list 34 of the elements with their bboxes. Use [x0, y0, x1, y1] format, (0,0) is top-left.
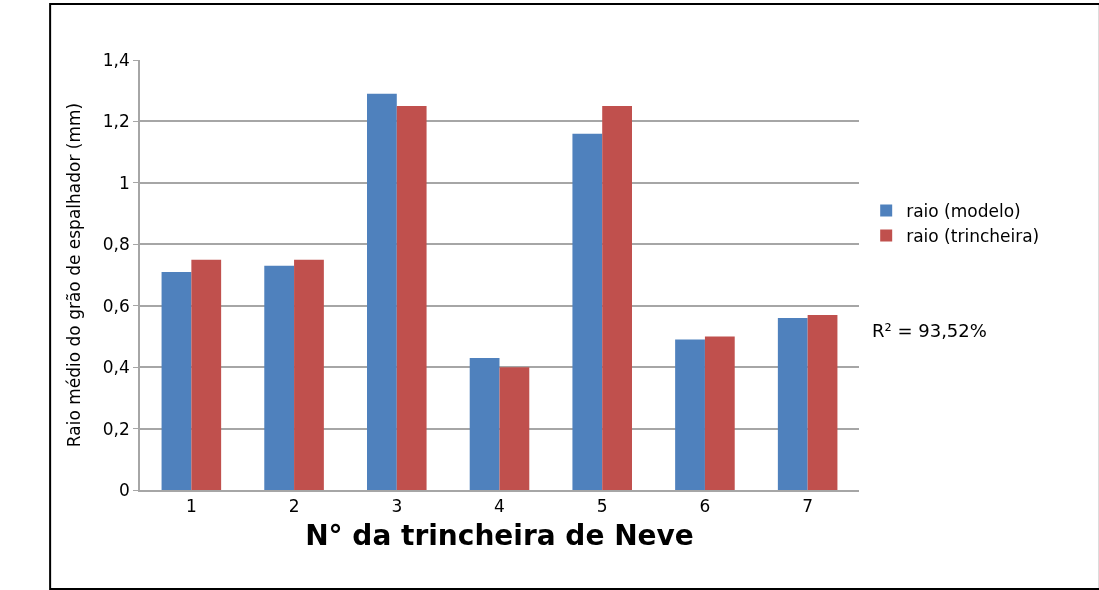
x-tick-label: 2	[288, 496, 300, 517]
y-axis-title: Raio médio do grão de espalhador (mm)	[63, 102, 84, 448]
bar	[161, 271, 192, 490]
bar	[675, 339, 705, 490]
text: R² = 93,52%	[872, 320, 987, 341]
x-tick-label: 6	[699, 496, 711, 517]
bar	[264, 265, 295, 490]
y-tick-label: 1,2	[102, 111, 130, 132]
legend-label: raio (modelo)	[906, 201, 1021, 222]
x-tick-label: 3	[391, 496, 403, 517]
bar	[367, 93, 397, 490]
bar	[572, 133, 603, 490]
x-tick-label: 1	[185, 496, 197, 517]
y-tick-label: 0,4	[102, 357, 130, 378]
x-tick-label: 7	[802, 496, 814, 517]
x-axis-title: N° da trincheira de Neve	[305, 518, 694, 552]
legend-label: raio (trincheira)	[906, 226, 1040, 247]
y-tick-label: 0,8	[102, 234, 130, 255]
bar	[807, 314, 838, 490]
bar	[396, 106, 427, 490]
bar	[602, 106, 632, 490]
bar	[294, 259, 324, 490]
bar	[191, 259, 222, 490]
bar	[499, 367, 530, 490]
y-tick-label: 0	[119, 479, 130, 500]
y-tick-label: 1,4	[102, 49, 130, 70]
y-tick-label: 0,6	[102, 295, 130, 316]
x-tick-label: 4	[494, 496, 505, 517]
bar	[704, 336, 735, 490]
bar	[777, 318, 808, 490]
x-tick-label: 5	[596, 496, 608, 517]
bar	[469, 357, 500, 490]
y-tick-label: 0,2	[102, 418, 130, 439]
y-tick-label: 1	[119, 172, 130, 193]
